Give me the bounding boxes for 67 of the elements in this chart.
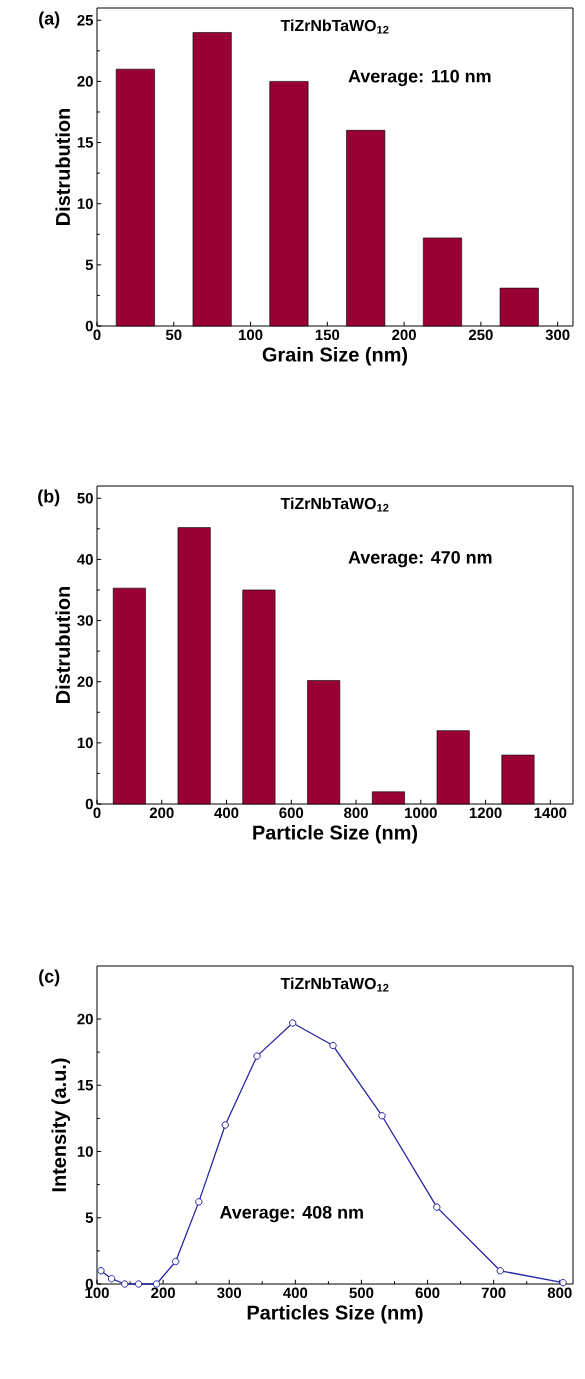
y-axis-title: Distrubution bbox=[55, 109, 71, 225]
x-tick-label: 1000 bbox=[405, 807, 437, 819]
point bbox=[329, 1041, 337, 1050]
x-tick-label: 600 bbox=[279, 807, 304, 819]
point bbox=[171, 1257, 180, 1266]
x-tick-label: 200 bbox=[151, 1287, 175, 1299]
x-tick-label: 50 bbox=[165, 329, 182, 341]
x-tick-label: 100 bbox=[85, 1287, 109, 1299]
text: (b) bbox=[38, 489, 60, 507]
point bbox=[433, 1203, 441, 1211]
point bbox=[121, 1280, 129, 1288]
y-axis-title: Distrubution bbox=[55, 587, 71, 703]
x-tick-label: 200 bbox=[149, 807, 174, 819]
text: (c) bbox=[39, 969, 60, 987]
x-tick-label: 100 bbox=[239, 329, 263, 341]
point bbox=[559, 1279, 567, 1287]
y-tick-label: 0 bbox=[85, 798, 93, 810]
x-tick-label: 150 bbox=[315, 329, 340, 341]
point bbox=[378, 1112, 386, 1120]
x-tick-label: 600 bbox=[415, 1287, 440, 1299]
point bbox=[253, 1052, 261, 1060]
y-tick-label: 10 bbox=[77, 198, 93, 209]
y-tick-label: 20 bbox=[77, 76, 93, 87]
annotation: Average: 408 nm bbox=[219, 1205, 363, 1223]
y-tick-label: 20 bbox=[77, 676, 93, 687]
text: (a) bbox=[39, 11, 60, 29]
point bbox=[134, 1280, 143, 1288]
y-tick-label: 0 bbox=[85, 1278, 93, 1290]
point bbox=[289, 1019, 297, 1027]
y-tick-label: 40 bbox=[77, 554, 93, 565]
y-tick-label: 15 bbox=[77, 1080, 94, 1091]
text: TiZrNbTaWO$_{12}$ bbox=[280, 19, 389, 34]
y-tick-label: 20 bbox=[77, 1013, 93, 1025]
x-tick-label: 200 bbox=[392, 329, 416, 341]
point bbox=[97, 1267, 105, 1275]
y-tick-label: 25 bbox=[77, 14, 94, 26]
x-tick-label: 700 bbox=[481, 1287, 506, 1299]
annotation: Average: 110 nm bbox=[348, 69, 491, 87]
y-axis-title: Intensity (a.u.) bbox=[51, 1058, 71, 1192]
y-tick-label: 0 bbox=[85, 320, 93, 332]
x-axis-title: Grain Size (nm) bbox=[262, 346, 408, 366]
x-tick-label: 250 bbox=[468, 329, 493, 341]
y-tick-label: 5 bbox=[85, 259, 94, 271]
y-tick-label: 15 bbox=[77, 137, 94, 148]
annotation: Average: 470 nm bbox=[348, 550, 492, 568]
y-tick-label: 10 bbox=[77, 737, 93, 749]
x-tick-label: 400 bbox=[283, 1287, 308, 1299]
text: TiZrNbTaWO$_{12}$ bbox=[280, 977, 389, 992]
point bbox=[496, 1267, 504, 1275]
y-tick-label: 10 bbox=[77, 1146, 93, 1157]
x-tick-label: 400 bbox=[214, 807, 239, 819]
point bbox=[221, 1121, 229, 1129]
x-tick-label: 300 bbox=[545, 329, 570, 341]
text: TiZrNbTaWO$_{12}$ bbox=[280, 497, 389, 512]
point bbox=[195, 1198, 203, 1206]
x-tick-label: 800 bbox=[547, 1287, 572, 1299]
x-tick-label: 300 bbox=[217, 1287, 242, 1299]
x-tick-label: 800 bbox=[344, 807, 368, 819]
x-tick-label: 1200 bbox=[469, 807, 502, 819]
x-tick-label: 500 bbox=[349, 1287, 374, 1299]
y-tick-label: 5 bbox=[85, 1212, 94, 1223]
x-axis-title: Particle Size (nm) bbox=[253, 824, 418, 844]
x-axis-title: Particles Size (nm) bbox=[247, 1304, 423, 1324]
x-tick-label: 1400 bbox=[534, 807, 567, 819]
point bbox=[107, 1275, 116, 1283]
y-tick-label: 50 bbox=[77, 492, 93, 504]
y-tick-label: 30 bbox=[77, 615, 93, 626]
